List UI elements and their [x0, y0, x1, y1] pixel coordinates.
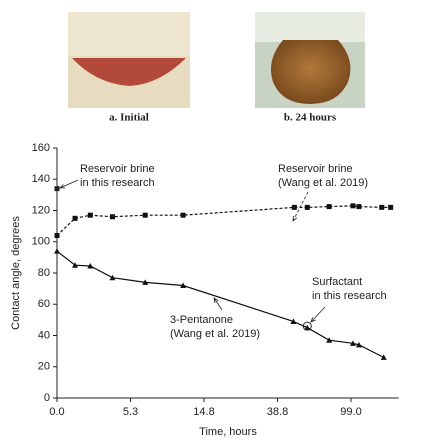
- y-tick-label: 60: [38, 298, 50, 310]
- point: [109, 274, 116, 281]
- x-tick-label: 5.3: [123, 406, 138, 418]
- y-tick-label: 80: [38, 267, 50, 279]
- annotation: Reservoir brine: [80, 163, 155, 175]
- x-tick-label: 38.8: [267, 406, 288, 418]
- pointer: [292, 191, 309, 222]
- point: [356, 204, 362, 210]
- x-axis-label: Time, hours: [199, 426, 257, 438]
- pointer: [213, 297, 223, 311]
- point: [291, 204, 297, 210]
- point: [180, 282, 187, 288]
- y-tick-label: 120: [32, 204, 50, 216]
- series-line: [56, 250, 384, 358]
- y-tick-label: 160: [32, 142, 50, 154]
- point: [142, 212, 148, 218]
- annotation: Reservoir brine: [278, 163, 353, 175]
- pointer: [310, 306, 326, 323]
- point: [355, 341, 362, 348]
- y-tick-label: 100: [32, 236, 50, 248]
- x-tick-label: 14.8: [193, 406, 214, 418]
- caption: a. Initial: [109, 112, 149, 124]
- annotation: (Wang et al. 2019): [170, 328, 260, 340]
- annotation: in this research: [312, 290, 387, 302]
- annotation: in this research: [80, 177, 155, 189]
- point: [72, 215, 78, 221]
- annotation: (Wang et al. 2019): [278, 177, 368, 189]
- point: [304, 324, 311, 331]
- point: [326, 204, 332, 210]
- arrow-head: [292, 215, 298, 222]
- point: [180, 212, 186, 218]
- caption: b. 24 hours: [284, 112, 337, 124]
- x-tick-label: 99.0: [340, 406, 361, 418]
- arrow-head: [310, 317, 316, 323]
- point: [87, 212, 93, 218]
- point: [388, 204, 394, 210]
- point: [54, 248, 60, 254]
- point: [109, 214, 115, 220]
- annotation: Surfactant: [312, 276, 362, 288]
- y-tick-label: 0: [44, 392, 50, 404]
- photo-b: [255, 12, 365, 108]
- point: [142, 279, 149, 285]
- point: [304, 204, 310, 210]
- y-tick-label: 40: [38, 329, 50, 341]
- point: [350, 203, 356, 209]
- point: [379, 204, 385, 210]
- point: [72, 262, 79, 268]
- point: [54, 233, 60, 238]
- photo-a: [68, 12, 190, 108]
- y-tick-label: 140: [32, 173, 50, 185]
- x-tick-label: 0.0: [49, 406, 64, 418]
- arrow-head: [59, 184, 66, 189]
- point: [54, 186, 60, 192]
- point: [380, 354, 387, 360]
- point: [302, 321, 312, 331]
- point: [290, 318, 297, 324]
- arrow-head: [213, 297, 219, 303]
- point: [326, 337, 333, 343]
- series-line: [56, 205, 391, 236]
- y-tick-label: 20: [38, 361, 50, 373]
- annotation: 3-Pentanone: [170, 314, 233, 326]
- point: [87, 262, 94, 269]
- pointer: [59, 179, 79, 189]
- y-axis-label: Contact angle, degrees: [10, 216, 22, 330]
- point: [349, 340, 356, 346]
